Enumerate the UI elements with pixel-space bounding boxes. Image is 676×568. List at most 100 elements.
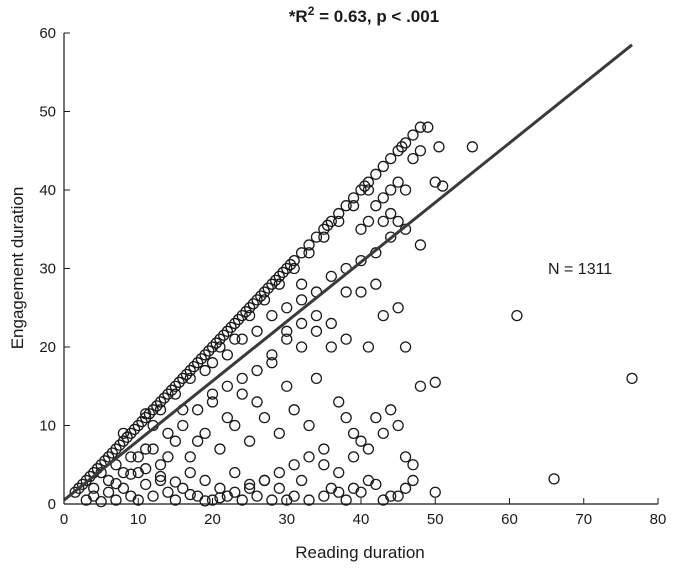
data-point [117,482,130,494]
data-point [370,200,382,212]
x-tick-label: 10 [130,511,147,528]
data-point [295,278,308,290]
data-point [154,470,167,483]
data-point [392,145,404,157]
data-point [199,495,211,507]
data-point [147,443,159,455]
data-point [258,411,271,424]
data-point [355,223,367,235]
data-point [310,231,323,243]
data-point [407,459,419,471]
data-point [347,192,360,204]
data-point [355,184,367,196]
data-point [251,364,263,377]
data-point [243,482,256,494]
data-point [229,486,241,498]
data-point [288,459,300,471]
data-point [247,298,259,310]
data-point [355,254,367,267]
data-point [392,215,404,228]
data-point [106,447,118,459]
data-point [266,494,278,506]
data-point [318,459,330,471]
data-point [414,239,427,251]
data-point [217,329,230,341]
data-point [169,494,182,506]
data-point [158,392,170,404]
data-point [132,451,144,463]
data-point [362,176,375,188]
data-point [392,176,404,188]
data-point [310,372,323,385]
chart-title: *R2 = 0.63, p < .001 [289,4,439,26]
data-point [117,466,130,479]
data-point [128,423,141,436]
data-point [162,451,174,463]
data-point [396,141,408,153]
data-point [76,478,89,491]
data-point [169,435,182,447]
data-point [258,294,271,306]
data-point [236,333,248,345]
data-point [377,427,389,440]
data-point [125,468,137,480]
data-point [206,494,219,506]
data-point [281,302,293,314]
data-point [184,451,196,463]
data-point [177,419,189,432]
data-point [626,372,638,385]
data-point [333,207,345,220]
data-point [102,486,115,498]
data-point [295,294,308,306]
data-point [392,419,404,432]
data-point [191,435,204,447]
data-point [377,160,389,173]
data-point [385,231,397,243]
data-point [355,286,367,298]
data-point [392,302,404,314]
data-point [262,282,274,294]
data-point [162,388,174,400]
data-point [177,482,189,494]
data-point [359,180,371,192]
data-point [385,184,397,196]
data-point [340,411,352,424]
data-point [340,333,352,345]
data-point [273,466,285,479]
data-point [321,219,334,231]
data-point [333,396,345,408]
data-point [281,325,293,337]
data-point [169,388,182,400]
data-point [206,388,219,400]
data-point [73,482,85,494]
data-point [288,254,300,267]
data-point [229,419,241,432]
data-point [295,317,308,330]
data-point [385,404,397,416]
data-point [221,380,234,392]
data-point [173,376,185,388]
data-point [362,443,375,455]
data-point [303,239,315,251]
x-tick-label: 40 [353,511,370,528]
data-point [288,262,300,275]
data-point [184,372,196,385]
data-point [273,270,285,283]
data-point [281,333,293,345]
data-point [240,306,252,318]
data-point [414,145,427,157]
data-point [243,435,256,447]
data-point [355,435,367,447]
data-point [199,349,211,361]
data-point [191,404,204,416]
data-point [184,364,196,377]
data-point [236,309,248,322]
data-point [392,490,404,502]
y-tick-label: 30 [39,261,56,278]
data-point [203,345,215,357]
data-point [266,278,278,290]
data-point [288,404,300,416]
data-point [407,129,419,141]
data-point [221,411,234,424]
data-point [214,443,226,455]
